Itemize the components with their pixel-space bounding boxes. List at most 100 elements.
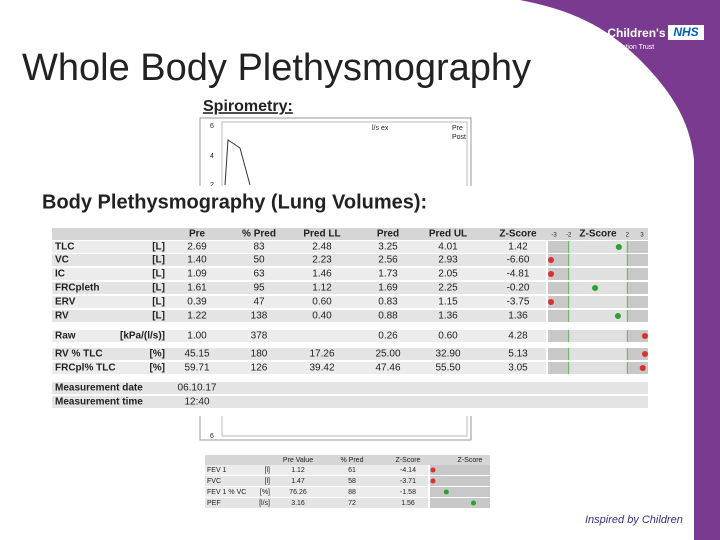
z-normal-band bbox=[568, 348, 628, 360]
cell: 3.16 bbox=[291, 500, 305, 507]
cell: 1.69 bbox=[378, 283, 398, 294]
cell: 0.88 bbox=[378, 311, 398, 322]
plot-tick: 4 bbox=[210, 153, 214, 160]
cell: 83 bbox=[253, 242, 265, 253]
cell: 0.39 bbox=[187, 297, 207, 308]
row-label: TLC bbox=[55, 242, 74, 253]
z-dot bbox=[548, 299, 554, 305]
cell: 1.09 bbox=[187, 269, 207, 280]
cell: 39.42 bbox=[309, 363, 334, 374]
z-normal-band bbox=[568, 330, 628, 342]
row-unit: [L] bbox=[152, 283, 165, 294]
cell: 1.40 bbox=[187, 255, 207, 266]
cell: -6.60 bbox=[507, 255, 530, 266]
row-bg bbox=[205, 465, 428, 475]
column-header: Pred UL bbox=[429, 229, 467, 240]
cell: 59.71 bbox=[184, 363, 209, 374]
cell: 2.25 bbox=[438, 283, 458, 294]
cell: -0.20 bbox=[507, 283, 530, 294]
row-label: FVC bbox=[207, 478, 221, 485]
row-bg bbox=[52, 296, 546, 308]
cell: -4.81 bbox=[507, 269, 530, 280]
plot-tick: 6 bbox=[210, 123, 214, 130]
z-normal-band bbox=[568, 254, 628, 266]
row-label: FRCpl% TLC bbox=[55, 363, 116, 374]
cell: 32.90 bbox=[435, 349, 460, 360]
row-unit: [L] bbox=[152, 311, 165, 322]
row-bg bbox=[52, 382, 648, 394]
row-unit: [l/s] bbox=[259, 500, 270, 507]
measurement-label: Measurement time bbox=[55, 397, 143, 408]
cell: 1.46 bbox=[312, 269, 332, 280]
plot-tick: 6 bbox=[210, 433, 214, 440]
cell: 126 bbox=[251, 363, 268, 374]
z-normal-band bbox=[568, 362, 628, 374]
cell: 1.22 bbox=[187, 311, 207, 322]
row-label: FRCpleth bbox=[55, 283, 99, 294]
row-label: RV % TLC bbox=[55, 349, 103, 360]
cell: 17.26 bbox=[309, 349, 334, 360]
cell: 61 bbox=[348, 467, 356, 474]
cell: -3.71 bbox=[400, 478, 416, 485]
column-header: Z-Score bbox=[396, 457, 421, 464]
row-label: IC bbox=[55, 269, 65, 280]
cell: 2.05 bbox=[438, 269, 458, 280]
z-tick-label: -2 bbox=[566, 233, 572, 239]
header-row bbox=[205, 455, 490, 465]
logo-subtitle: NHS Foundation Trust bbox=[585, 44, 654, 51]
cell: 25.00 bbox=[375, 349, 400, 360]
column-header: Pred bbox=[377, 229, 399, 240]
row-unit: [l] bbox=[265, 478, 271, 485]
row-unit: [L] bbox=[152, 242, 165, 253]
cell: 378 bbox=[251, 331, 268, 342]
cell: 1.36 bbox=[508, 311, 528, 322]
row-unit: [%] bbox=[149, 349, 165, 360]
z-dot bbox=[639, 365, 646, 371]
cell: 47.46 bbox=[375, 363, 400, 374]
cell: 1.47 bbox=[291, 478, 305, 485]
z-dot bbox=[430, 478, 436, 484]
z-normal-band bbox=[568, 241, 628, 253]
cell: 3.05 bbox=[508, 363, 528, 374]
legend-pre: Pre bbox=[452, 125, 463, 132]
cell: 4.28 bbox=[508, 331, 528, 342]
cell: 180 bbox=[251, 349, 268, 360]
z-bar bbox=[430, 498, 490, 508]
row-label: FEV 1 % VC bbox=[207, 489, 246, 496]
row-unit: [kPa/(l/s)] bbox=[120, 331, 165, 342]
row-bg bbox=[52, 254, 546, 266]
cell: -4.14 bbox=[400, 467, 416, 474]
cell: 58 bbox=[348, 478, 356, 485]
cell: 2.93 bbox=[438, 255, 458, 266]
cell: 76.26 bbox=[289, 489, 307, 496]
cell: 45.15 bbox=[184, 349, 209, 360]
cell: 0.83 bbox=[378, 297, 398, 308]
cell: 1.15 bbox=[438, 297, 458, 308]
row-label: RV bbox=[55, 311, 69, 322]
z-normal-band bbox=[568, 296, 628, 308]
row-bg bbox=[205, 498, 428, 508]
cell: 0.26 bbox=[378, 331, 398, 342]
cell: -1.58 bbox=[400, 489, 416, 496]
column-header: Pre bbox=[189, 229, 206, 240]
row-unit: [%] bbox=[260, 489, 270, 496]
row-bg bbox=[52, 268, 546, 280]
z-bar bbox=[430, 476, 490, 486]
z-dot bbox=[430, 467, 436, 473]
column-header: % Pred bbox=[242, 229, 276, 240]
z-dot bbox=[614, 313, 621, 319]
cell: 0.60 bbox=[438, 331, 458, 342]
row-bg bbox=[52, 348, 546, 360]
z-dot bbox=[642, 333, 648, 339]
spirometry-heading: Spirometry: bbox=[203, 98, 293, 115]
z-dot bbox=[642, 351, 648, 357]
cell: 1.12 bbox=[291, 467, 305, 474]
cell: 63 bbox=[253, 269, 265, 280]
row-label: VC bbox=[55, 255, 69, 266]
cell: 1.56 bbox=[401, 500, 415, 507]
cell: 55.50 bbox=[435, 363, 460, 374]
cell: 0.60 bbox=[312, 297, 332, 308]
row-label: ERV bbox=[55, 297, 76, 308]
cell: 95 bbox=[253, 283, 265, 294]
